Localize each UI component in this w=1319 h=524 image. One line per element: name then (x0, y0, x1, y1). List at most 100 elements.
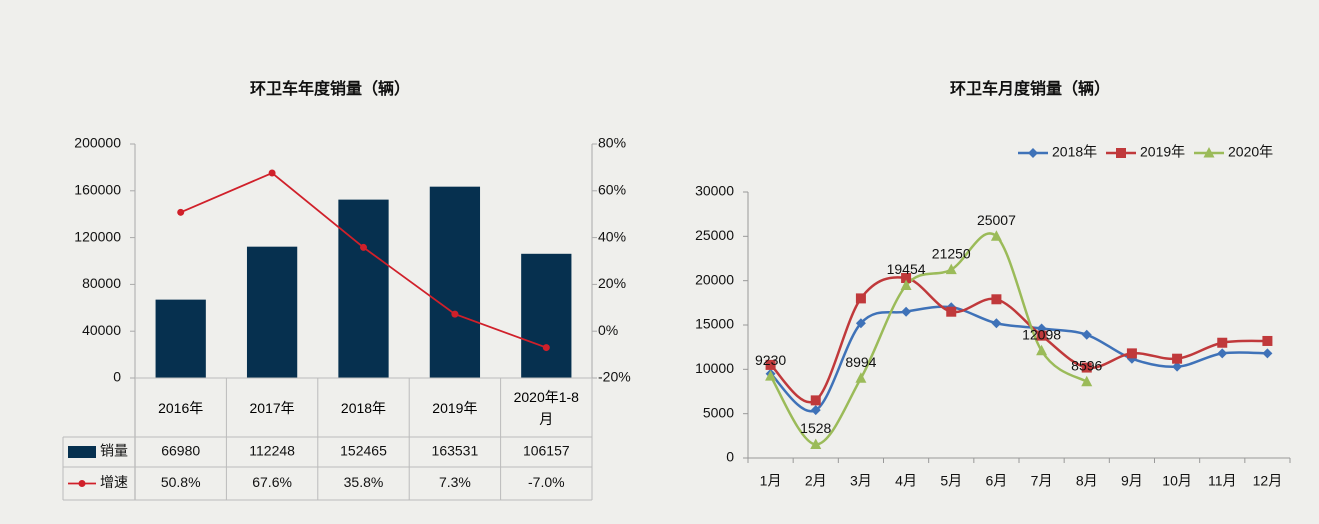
table-value: 112248 (249, 443, 295, 459)
y-tick-label: 200000 (74, 135, 121, 151)
table-value: 66980 (161, 443, 200, 459)
marker (991, 318, 1002, 329)
table-value: 106157 (523, 443, 570, 459)
y-tick-label: 5000 (703, 404, 734, 420)
table-value: 7.3% (439, 474, 471, 490)
y2-tick-label: 40% (598, 228, 626, 244)
data-label: 19454 (887, 261, 926, 277)
marker (900, 279, 912, 291)
y-tick-label: 120000 (74, 228, 121, 244)
y-tick-label: 40000 (82, 322, 121, 338)
y2-tick-label: -20% (598, 369, 631, 385)
legend-label: 2020年 (1228, 144, 1273, 160)
category-label-box: 2016年 (158, 399, 204, 416)
category-label: 2018年 (340, 399, 387, 416)
marker (1172, 361, 1183, 372)
legend-label: 2019年 (1140, 144, 1185, 160)
bar (338, 199, 389, 378)
x-tick-label: 1月 (760, 473, 782, 489)
data-label: 8596 (1071, 357, 1102, 373)
marker (1116, 148, 1126, 158)
data-label: 12098 (1022, 326, 1061, 342)
marker (1203, 147, 1215, 158)
growth-point (177, 208, 185, 216)
chart-title: 环卫车月度销量（辆） (950, 79, 1110, 98)
y-tick-label: 0 (726, 449, 734, 465)
x-tick-label: 3月 (850, 473, 872, 489)
marker (1036, 330, 1047, 341)
bar (155, 299, 206, 378)
data-label: 21250 (932, 245, 971, 261)
growth-point (360, 243, 367, 251)
marker (1081, 329, 1092, 340)
marker (1036, 344, 1048, 356)
marker (990, 230, 1002, 241)
x-tick-label: 4月 (895, 473, 917, 489)
x-tick-label: 8月 (1076, 473, 1098, 489)
category-label: 2016年 (158, 399, 204, 416)
marker (991, 294, 1002, 305)
table-value: 50.8% (161, 474, 201, 490)
growth-point (268, 169, 276, 177)
category-label-box: 2017年 (249, 399, 295, 416)
table-value: 35.8% (344, 474, 384, 490)
marker (1262, 348, 1273, 359)
y-tick-label: 160000 (74, 182, 121, 198)
marker (1081, 362, 1092, 373)
legend-key (68, 446, 96, 458)
y-tick-label: 15000 (695, 316, 734, 332)
y-tick-label: 25000 (695, 227, 734, 243)
data-label: 1528 (800, 420, 831, 436)
y-tick-label: 20000 (695, 271, 734, 287)
category-label: 2020年1-8月 (513, 388, 579, 427)
x-tick-label: 6月 (986, 473, 1008, 489)
growth-point (542, 344, 550, 352)
y-tick-label: 30000 (695, 183, 734, 199)
y2-tick-label: 0% (598, 322, 618, 338)
category-label: 2017年 (249, 399, 295, 416)
marker (1028, 148, 1038, 158)
series-line (769, 232, 1088, 446)
marker (1172, 353, 1183, 364)
legend-label: 2018年 (1052, 144, 1097, 160)
category-label: 2019年 (432, 399, 478, 416)
table-value: 152465 (340, 443, 387, 459)
legend-label: 销量 (100, 443, 128, 459)
x-tick-label: 9月 (1121, 473, 1143, 489)
marker (1081, 375, 1093, 387)
marker (810, 438, 822, 449)
data-label: 25007 (977, 212, 1016, 228)
bar (246, 246, 298, 378)
x-tick-label: 5月 (940, 473, 962, 489)
category-label-box: 2020年1-8月 (513, 388, 579, 427)
x-tick-label: 2月 (805, 473, 827, 489)
table-value: 163531 (432, 443, 479, 459)
category-label-box: 2019年 (432, 399, 478, 416)
marker (765, 370, 777, 381)
y-tick-label: 10000 (695, 360, 734, 376)
marker (945, 263, 957, 275)
x-tick-label: 12月 (1253, 473, 1283, 489)
data-label: 8994 (845, 354, 876, 370)
marker (946, 306, 957, 317)
x-tick-label: 11月 (1208, 473, 1237, 489)
bar (429, 186, 481, 378)
chart-title: 环卫车年度销量（辆） (250, 79, 410, 98)
marker (1126, 348, 1137, 359)
bar (521, 253, 572, 378)
marker (1217, 337, 1228, 348)
marker (1217, 348, 1228, 359)
table-value: -7.0% (528, 474, 565, 490)
x-tick-label: 7月 (1031, 473, 1053, 489)
marker (810, 395, 821, 406)
category-label-box: 2018年 (340, 399, 387, 416)
growth-point (451, 310, 459, 318)
table-value: 67.6% (252, 474, 292, 490)
marker (901, 273, 912, 284)
x-tick-label: 10月 (1162, 473, 1192, 489)
y2-tick-label: 60% (598, 182, 626, 198)
y-tick-label: 0 (113, 369, 121, 385)
y-tick-label: 80000 (82, 275, 121, 291)
marker (1262, 335, 1273, 346)
